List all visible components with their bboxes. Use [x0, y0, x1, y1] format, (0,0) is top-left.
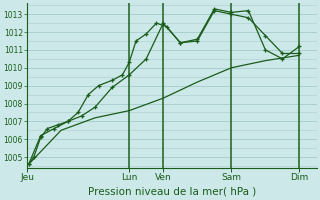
X-axis label: Pression niveau de la mer( hPa ): Pression niveau de la mer( hPa )	[88, 187, 256, 197]
